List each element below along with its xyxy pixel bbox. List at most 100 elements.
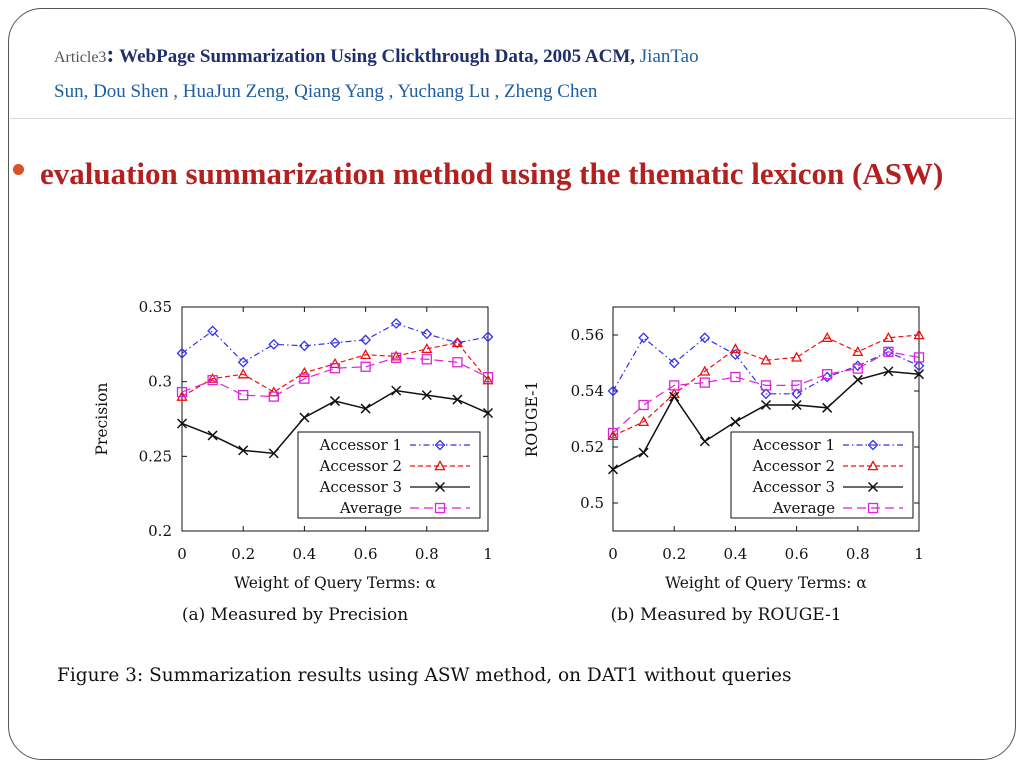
data-point-square [699, 377, 710, 388]
legend-marker-x [867, 481, 879, 493]
data-point-triangle [451, 337, 464, 348]
data-point-square [299, 373, 310, 384]
data-point-diamond [390, 318, 402, 329]
data-point-square [421, 354, 432, 365]
data-point-x [883, 366, 894, 377]
x-tick-label: 1 [914, 545, 924, 563]
data-point-diamond [638, 332, 650, 344]
legend-marker-x [434, 481, 446, 493]
data-point-square [207, 375, 218, 386]
bullet-icon [13, 164, 24, 175]
data-point-x [329, 396, 341, 407]
y-tick-label: 0.2 [148, 522, 172, 540]
authors-line-1: JianTao [639, 46, 699, 67]
article-label: Article3 [54, 49, 107, 66]
data-point-x [760, 399, 772, 411]
data-point-square [391, 352, 402, 363]
y-tick-label: 0.25 [139, 447, 172, 465]
series-line [612, 351, 920, 434]
legend-marker-triangle [867, 460, 879, 471]
data-point-square [176, 386, 188, 398]
data-point-triangle [729, 343, 742, 354]
y-tick-label: 0.5 [580, 494, 604, 512]
data-point-square [482, 372, 494, 383]
x-tick-label: 0 [177, 545, 187, 563]
legend-box [297, 431, 481, 519]
data-point-diamond [237, 356, 249, 368]
data-point-square [791, 380, 802, 391]
article-colon: : [106, 42, 115, 68]
data-point-triangle [852, 345, 864, 357]
y-tick-label: 0.35 [139, 298, 172, 316]
legend-label: Accessor 3 [319, 478, 402, 496]
series-line [612, 336, 920, 395]
data-point-triangle [237, 368, 249, 379]
x-tick-label: 0.8 [415, 545, 439, 563]
data-point-diamond [207, 325, 219, 337]
data-point-x [238, 445, 249, 456]
data-point-diamond [760, 388, 772, 400]
plot-area [612, 306, 920, 532]
legend-label: Accessor 1 [752, 436, 835, 454]
data-point-diamond [421, 328, 433, 340]
legend-label: Accessor 2 [752, 457, 835, 475]
legend-marker-triangle [434, 460, 446, 471]
data-point-square [329, 363, 341, 374]
data-point-diamond [451, 337, 463, 349]
y-tick-label: 0.56 [571, 326, 604, 344]
chart-panel-a: 0 0.2 0.4 0.6 0.8 1 0.2 0.25 0.3 0.35 Weight of Qu… [93, 298, 494, 625]
legend: Accessor 1 Accessor 2 Accessor 3 Average [730, 431, 914, 519]
chart-panel-b: 0 0.2 0.4 0.6 0.8 1 0.5 0.52 0.54 0.56 Weight of Q… [523, 306, 925, 625]
y-tick-label: 0.54 [571, 382, 604, 400]
data-point-diamond [360, 334, 372, 346]
data-point-square [638, 399, 649, 411]
legend-label: Accessor 1 [319, 436, 402, 454]
data-point-x [669, 391, 680, 402]
data-point-x [791, 399, 802, 411]
data-point-square [268, 391, 279, 402]
data-point-triangle [206, 372, 219, 383]
data-point-diamond [699, 332, 711, 344]
data-point-x [852, 374, 863, 385]
data-point-x [268, 448, 279, 459]
series-line [181, 342, 489, 398]
x-tick-label: 0.6 [354, 545, 378, 563]
data-point-triangle [821, 331, 833, 343]
subplot-caption: (b) Measured by ROUGE-1 [610, 605, 841, 625]
data-point-x [913, 369, 925, 380]
header-divider [10, 118, 1014, 119]
legend-marker-diamond [434, 439, 446, 451]
data-point-triangle [607, 429, 619, 441]
data-point-x [638, 447, 649, 458]
legend-label: Average [339, 499, 402, 517]
data-point-triangle [359, 348, 372, 360]
data-point-triangle [760, 354, 772, 365]
data-point-diamond [913, 360, 925, 372]
legend: Accessor 1 Accessor 2 Accessor 3 Average [297, 431, 481, 519]
data-point-triangle [482, 374, 494, 385]
data-point-square [607, 427, 619, 439]
bullet-text: evaluation summarization method using th… [40, 156, 944, 191]
data-point-diamond [298, 340, 310, 352]
legend-marker-diamond [867, 439, 879, 451]
data-point-x [607, 464, 619, 475]
series-accessor3 [176, 385, 494, 459]
data-point-square [852, 363, 863, 374]
data-point-diamond [268, 338, 280, 350]
data-point-diamond [482, 331, 494, 343]
y-axis-label: ROUGE-1 [523, 381, 541, 458]
x-tick-label: 0.4 [723, 545, 747, 563]
legend-label: Average [772, 499, 835, 517]
x-tick-label: 0.2 [662, 545, 686, 563]
x-tick-label: 0 [608, 545, 618, 563]
data-point-triangle [390, 350, 402, 361]
series-average [176, 352, 494, 402]
series-line [181, 357, 489, 398]
data-point-x [421, 390, 432, 401]
data-point-x [299, 412, 310, 423]
legend-marker-square [867, 502, 879, 514]
data-point-square [360, 361, 371, 372]
data-point-x [391, 385, 402, 396]
data-point-diamond [176, 347, 188, 359]
x-tick-label: 1 [483, 545, 493, 563]
